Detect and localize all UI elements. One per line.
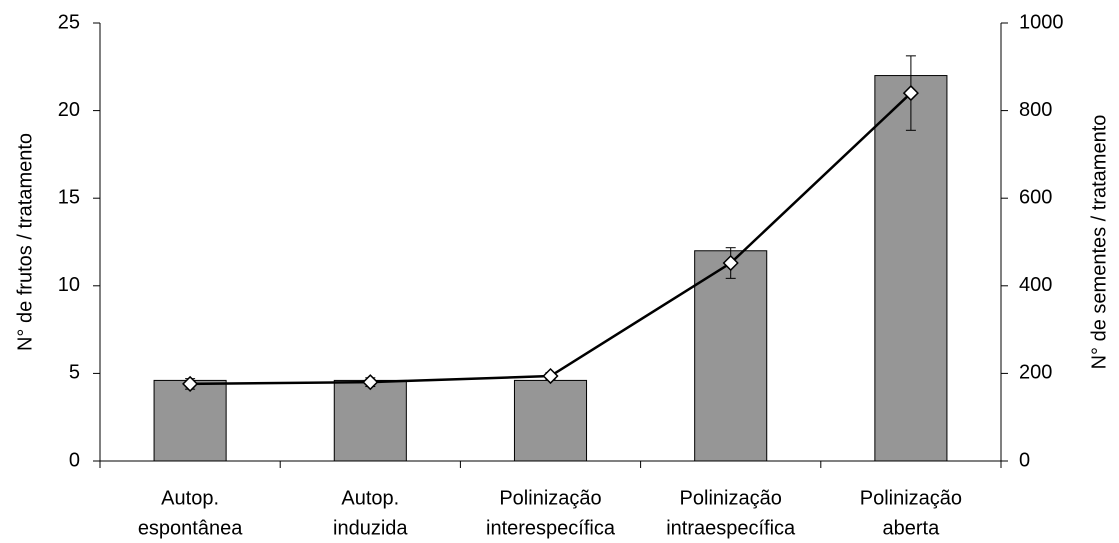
marker [542,367,559,385]
x-tick-label: Autop. [341,487,399,509]
y2-tick-label: 400 [1019,274,1052,296]
bar [153,379,227,462]
y2-tick-label: 200 [1019,362,1052,384]
x-tick-label: Autop. [161,487,219,509]
y-tick-label: 15 [58,186,80,208]
y2-axis-label: N° de sementes / tratamento [1088,115,1110,370]
marker [362,374,379,391]
x-tick-label: induzida [333,517,408,539]
marker [182,375,199,392]
marker [722,254,739,272]
y-tick-label: 0 [69,449,80,471]
y2-tick-label: 0 [1019,449,1030,471]
x-tick-label: intraespecífica [666,517,796,539]
bar [333,379,407,462]
y2-tick-label: 1000 [1019,11,1064,33]
x-tick-label: Polinização [680,487,782,509]
y-tick-label: 5 [69,362,80,384]
x-tick-label: interespecífica [486,517,616,539]
y2-tick-label: 800 [1019,99,1052,121]
x-tick-label: Polinização [860,487,962,509]
bar [874,75,948,462]
y-tick-label: 10 [58,274,80,296]
y-axis-label: N° de frutos / tratamento [14,133,36,351]
bar [513,379,588,462]
bar [694,250,768,462]
x-tick-label: espontânea [138,517,243,539]
x-tick-label: aberta [883,517,941,539]
y-tick-label: 25 [58,11,80,33]
y2-tick-label: 600 [1019,186,1052,208]
x-tick-label: Polinização [499,487,601,509]
line [190,92,912,386]
y-tick-label: 20 [58,99,80,121]
marker [902,85,919,102]
